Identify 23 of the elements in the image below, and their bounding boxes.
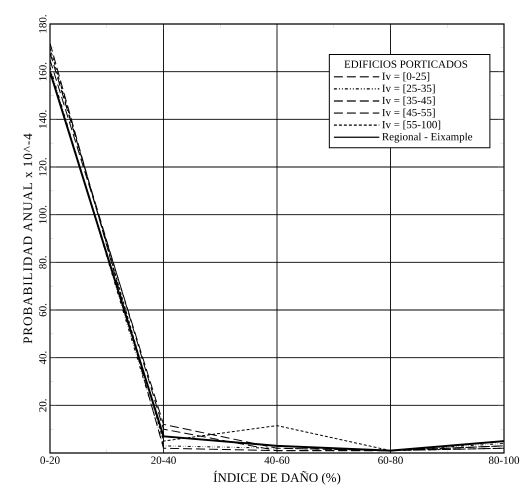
y-tick-label: 80. <box>39 256 46 269</box>
legend-label: Iv = [55-100] <box>382 120 440 130</box>
x-tick-label: 60-80 <box>378 456 403 464</box>
legend-label: Regional - Eixample <box>382 132 472 143</box>
x-tick-label: 40-60 <box>264 456 290 464</box>
y-tick-label: 180. <box>39 15 46 33</box>
y-tick-label: 60. <box>39 304 46 316</box>
y-tick-label: 160. <box>39 62 46 80</box>
x-tick-label: 0-20 <box>40 456 60 464</box>
legend-label: Iv = [0-25] <box>382 72 430 82</box>
legend-label: Iv = [25-35] <box>382 84 435 94</box>
y-tick-label: 120. <box>39 158 46 176</box>
legend-title: EDIFICIOS PORTICADOS <box>344 60 468 68</box>
legend-label: Iv = [35-45] <box>382 96 435 106</box>
x-axis-title: ÍNDICE DE DAÑO (%) <box>214 470 340 485</box>
y-tick-label: 100. <box>39 206 46 224</box>
legend-label: Iv = [45-55] <box>382 108 435 118</box>
y-tick-label: 40. <box>39 352 46 364</box>
x-tick-label: 20-40 <box>151 456 176 464</box>
x-tick-label: 80-100 <box>488 456 520 464</box>
y-tick-label: 140. <box>39 110 46 128</box>
y-tick-label: 20. <box>39 399 46 412</box>
y-axis-title: PROBABILIDAD ANUAL x 10^-4 <box>23 133 32 344</box>
